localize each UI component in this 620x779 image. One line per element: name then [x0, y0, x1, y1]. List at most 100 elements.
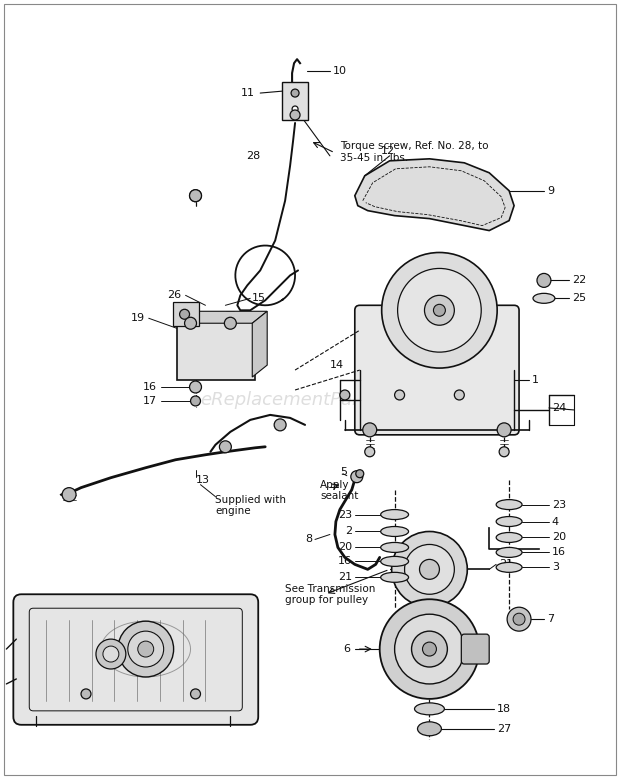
Circle shape: [340, 390, 350, 400]
Text: eReplacementParts.com: eReplacementParts.com: [200, 391, 420, 409]
Ellipse shape: [381, 509, 409, 520]
Ellipse shape: [381, 542, 409, 552]
Text: 13: 13: [195, 474, 210, 485]
Text: 28: 28: [246, 151, 260, 160]
Circle shape: [185, 317, 197, 330]
Text: Apply: Apply: [320, 480, 350, 490]
Circle shape: [397, 269, 481, 352]
Circle shape: [382, 252, 497, 368]
Circle shape: [394, 390, 405, 400]
Text: 3: 3: [552, 562, 559, 573]
Text: 16: 16: [552, 548, 566, 558]
Circle shape: [351, 471, 363, 483]
Circle shape: [118, 621, 174, 677]
Ellipse shape: [417, 722, 441, 735]
Circle shape: [365, 447, 374, 456]
FancyBboxPatch shape: [177, 321, 255, 380]
Text: 8: 8: [305, 534, 312, 545]
Circle shape: [190, 396, 200, 406]
Text: 10: 10: [333, 66, 347, 76]
Text: 21: 21: [338, 573, 352, 583]
Circle shape: [499, 447, 509, 456]
Text: 35-45 in. lbs.: 35-45 in. lbs.: [340, 153, 408, 163]
Circle shape: [454, 390, 464, 400]
Circle shape: [363, 423, 377, 437]
Text: 26: 26: [167, 291, 182, 301]
Circle shape: [291, 89, 299, 97]
Circle shape: [190, 190, 202, 202]
Text: 14: 14: [330, 360, 344, 370]
Circle shape: [412, 631, 448, 667]
Text: 20: 20: [338, 542, 352, 552]
Text: 23: 23: [338, 509, 352, 520]
FancyBboxPatch shape: [282, 82, 308, 120]
Ellipse shape: [415, 703, 445, 715]
Circle shape: [190, 190, 202, 202]
Circle shape: [219, 441, 231, 453]
Ellipse shape: [496, 548, 522, 558]
Circle shape: [379, 599, 479, 699]
Circle shape: [274, 419, 286, 431]
Text: 9: 9: [547, 185, 554, 196]
Ellipse shape: [496, 516, 522, 527]
Ellipse shape: [496, 499, 522, 509]
Circle shape: [103, 646, 119, 662]
Text: sealant: sealant: [320, 491, 358, 501]
Text: 25: 25: [572, 294, 586, 303]
Ellipse shape: [381, 573, 409, 583]
Polygon shape: [252, 312, 267, 377]
Circle shape: [292, 106, 298, 112]
Circle shape: [190, 689, 200, 699]
Circle shape: [420, 559, 440, 580]
Text: 12: 12: [381, 146, 395, 156]
Circle shape: [497, 423, 511, 437]
Circle shape: [507, 607, 531, 631]
Polygon shape: [179, 312, 267, 323]
Ellipse shape: [533, 294, 555, 303]
Text: 1: 1: [532, 375, 539, 385]
Text: Supplied with: Supplied with: [215, 495, 286, 505]
Circle shape: [422, 642, 436, 656]
Circle shape: [513, 613, 525, 626]
Ellipse shape: [381, 527, 409, 537]
Circle shape: [96, 639, 126, 669]
Text: 21: 21: [499, 559, 513, 569]
Circle shape: [180, 309, 190, 319]
Text: 11: 11: [241, 88, 255, 98]
Circle shape: [190, 381, 202, 393]
Text: 16: 16: [143, 382, 157, 392]
Text: 15: 15: [252, 294, 266, 303]
Text: 18: 18: [497, 704, 511, 714]
Text: 6: 6: [343, 644, 350, 654]
Ellipse shape: [381, 556, 409, 566]
Text: 27: 27: [497, 724, 511, 734]
Circle shape: [128, 631, 164, 667]
Circle shape: [224, 317, 236, 330]
Circle shape: [405, 545, 454, 594]
Text: 23: 23: [552, 499, 566, 509]
Circle shape: [62, 488, 76, 502]
Circle shape: [433, 305, 445, 316]
FancyBboxPatch shape: [461, 634, 489, 664]
Circle shape: [290, 110, 300, 120]
Ellipse shape: [496, 562, 522, 573]
Text: 16: 16: [338, 556, 352, 566]
Text: 4: 4: [552, 516, 559, 527]
FancyBboxPatch shape: [172, 302, 200, 326]
Circle shape: [394, 614, 464, 684]
Text: 17: 17: [143, 396, 157, 406]
FancyBboxPatch shape: [355, 305, 519, 435]
Circle shape: [425, 295, 454, 325]
Polygon shape: [355, 159, 514, 231]
Circle shape: [537, 273, 551, 287]
Text: engine: engine: [215, 506, 251, 516]
Text: 24: 24: [552, 403, 566, 413]
Text: group for pulley: group for pulley: [285, 595, 368, 605]
Circle shape: [138, 641, 154, 657]
Ellipse shape: [496, 533, 522, 542]
FancyBboxPatch shape: [14, 594, 259, 724]
Text: 20: 20: [552, 533, 566, 542]
Text: 5: 5: [340, 467, 347, 477]
Text: 7: 7: [547, 614, 554, 624]
Text: Torque screw, Ref. No. 28, to: Torque screw, Ref. No. 28, to: [340, 141, 489, 151]
